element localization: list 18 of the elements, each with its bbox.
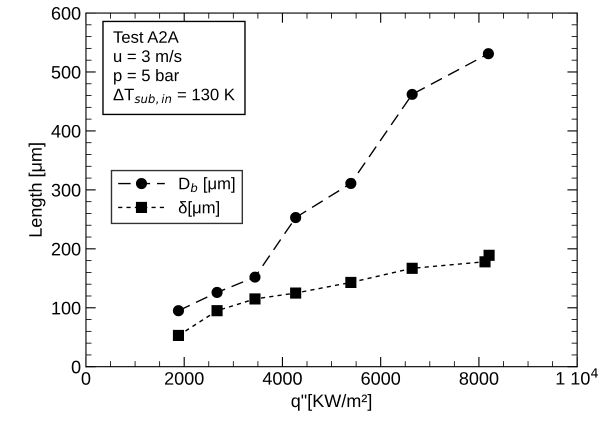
y-tick-label: 0 (72, 360, 80, 374)
y-tick-label: 100 (52, 302, 80, 314)
x-tick-label: 1 10$^{4}$ (556, 368, 598, 385)
y-tick-label: 500 (52, 66, 80, 79)
x-tick-label: 2000 (165, 372, 204, 385)
y-tick-label: 200 (52, 242, 80, 256)
x-tick-label: 6000 (362, 372, 400, 385)
x-axis-title: q"[KW/m²] (292, 394, 372, 411)
y-tick-label: 600 (52, 6, 80, 20)
annotation: Test A2A u = 3 m/s p = 5 bar ΔT$_{sub,in}$ = 130 K (113, 31, 235, 104)
legend-label: δ[μm] (178, 201, 219, 217)
x-tick-label: 0 (82, 372, 90, 385)
x-tick-label: 4000 (262, 372, 302, 385)
y-axis-title: Length [μm] (28, 143, 46, 236)
legend-label: D$_{b}$ [μm] (180, 177, 234, 193)
y-tick-label: 300 (52, 184, 80, 197)
x-tick-label: 8000 (460, 372, 498, 385)
y-tick-label: 400 (51, 124, 80, 138)
